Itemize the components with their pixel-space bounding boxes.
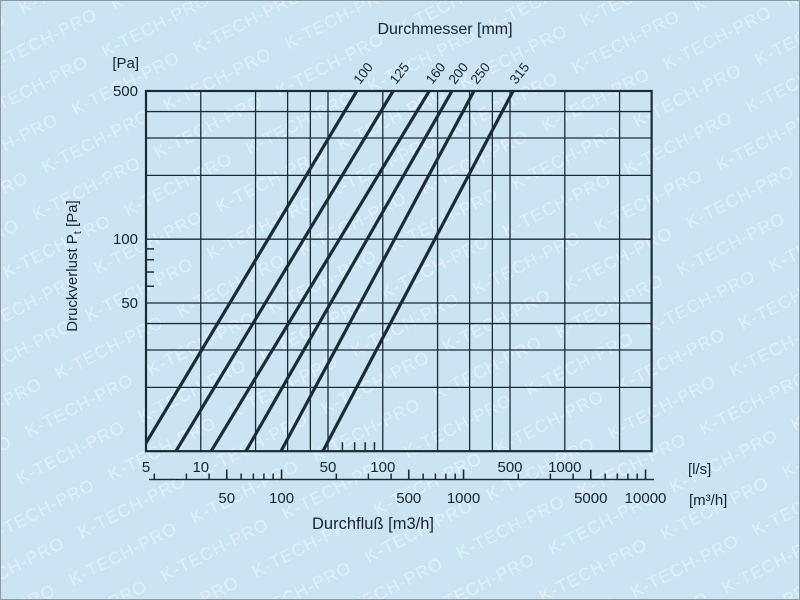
chart-title: Durchmesser [mm] bbox=[377, 21, 512, 38]
x-ls-tick-label-50: 50 bbox=[320, 459, 337, 476]
curve-250 bbox=[279, 90, 476, 452]
y-axis-title: Druckverlust Pt [Pa] bbox=[64, 200, 84, 331]
x-ls-tick-label-100: 100 bbox=[370, 459, 395, 476]
x-m3h-tick-label-100: 100 bbox=[269, 490, 294, 507]
curve-label-160: 160 bbox=[423, 60, 449, 87]
curve-160 bbox=[209, 90, 431, 453]
x-ls-tick-label-1000: 1000 bbox=[548, 459, 581, 476]
x-ls-tick-label-500: 500 bbox=[497, 459, 522, 476]
curve-label-250: 250 bbox=[468, 60, 494, 87]
curve-125 bbox=[174, 90, 395, 453]
x-ls-tick-label-10: 10 bbox=[192, 459, 209, 476]
flow-unit-m3h-label: [m³/h] bbox=[689, 492, 727, 509]
x-m3h-tick-label-1000: 1000 bbox=[447, 490, 480, 507]
curve-200 bbox=[244, 90, 454, 452]
x-m3h-tick-label-50: 50 bbox=[218, 490, 235, 507]
flow-unit-ls-label: [l/s] bbox=[688, 461, 711, 478]
y-tick-label-100: 100 bbox=[113, 231, 138, 248]
x-axis-title: Durchfluß [m3/h] bbox=[312, 515, 434, 533]
curve-315 bbox=[321, 90, 515, 452]
x-m3h-tick-label-500: 500 bbox=[396, 490, 421, 507]
x-m3h-tick-label-10000: 10000 bbox=[625, 490, 667, 507]
pressure-unit-label: [Pa] bbox=[112, 55, 139, 72]
curve-100 bbox=[145, 90, 359, 448]
ticks-layer bbox=[146, 248, 654, 481]
y-tick-label-50: 50 bbox=[121, 295, 138, 312]
curve-label-315: 315 bbox=[507, 60, 533, 87]
x-m3h-tick-label-5000: 5000 bbox=[574, 490, 607, 507]
curve-label-125: 125 bbox=[387, 60, 413, 87]
curves-layer bbox=[145, 90, 515, 453]
curve-label-100: 100 bbox=[350, 60, 376, 87]
grid-layer bbox=[144, 89, 653, 453]
y-tick-label-500: 500 bbox=[113, 83, 138, 100]
x-ls-tick-label-5: 5 bbox=[142, 459, 150, 476]
curve-label-200: 200 bbox=[446, 60, 472, 87]
plot-frame bbox=[144, 89, 653, 453]
